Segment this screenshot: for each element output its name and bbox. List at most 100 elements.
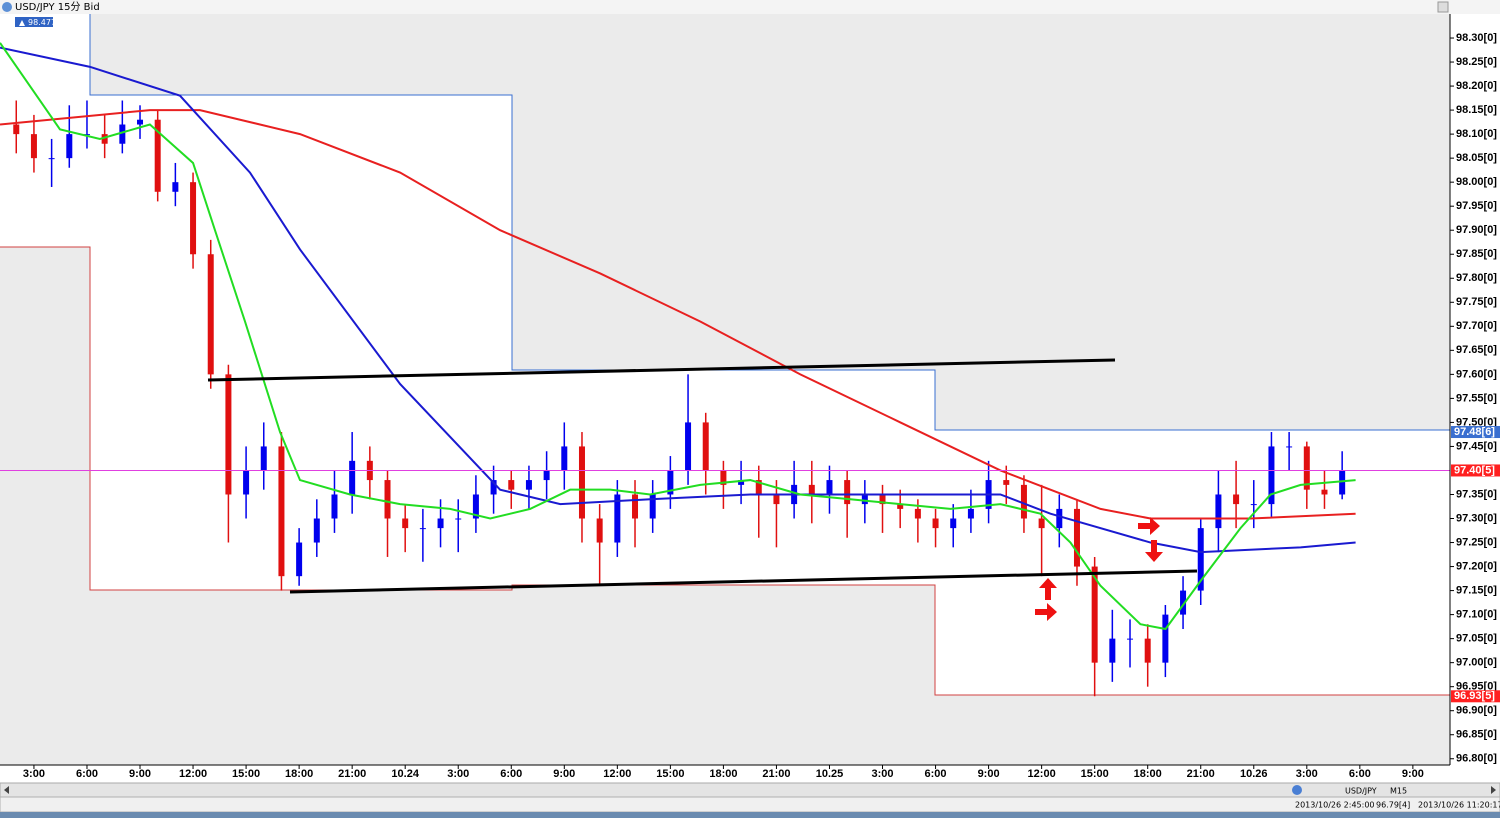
time-axis	[0, 765, 1500, 783]
candle-body	[525, 480, 532, 490]
x-tick-label: 12:00	[603, 768, 631, 780]
candle-body	[313, 518, 320, 543]
status-timeframe[interactable]: M15	[1390, 787, 1407, 796]
arrow-up	[1039, 578, 1057, 600]
candle-body	[190, 182, 197, 255]
candle-body	[861, 494, 868, 505]
candle-body	[490, 480, 497, 495]
candle-body	[1109, 638, 1116, 663]
candle-body	[738, 480, 745, 485]
x-tick-label: 18:00	[1134, 768, 1162, 780]
candle-body	[1233, 494, 1240, 505]
candle-body	[755, 480, 762, 495]
moving-average	[0, 42, 1356, 631]
x-tick-label: 18:00	[709, 768, 737, 780]
x-tick-label: 10.26	[1240, 768, 1268, 780]
candle-body	[914, 508, 921, 519]
x-tick-label: 12:00	[179, 768, 207, 780]
y-tick-label: 97.80[0]	[1456, 272, 1497, 284]
candle-body	[543, 470, 550, 481]
badge-icon	[19, 20, 25, 26]
candle-body	[66, 134, 73, 159]
candle-body	[331, 494, 338, 519]
y-tick-label: 97.15[0]	[1456, 584, 1497, 596]
price-marker	[1451, 690, 1500, 703]
candle-body	[879, 494, 886, 505]
y-tick-label: 96.90[0]	[1456, 705, 1497, 717]
window-title: USD/JPY 15分 Bid	[15, 1, 100, 13]
status-symbol[interactable]: USD/JPY	[1345, 787, 1377, 796]
y-tick-label: 98.15[0]	[1456, 104, 1497, 116]
x-tick-label: 3:00	[23, 768, 45, 780]
candle-body	[30, 134, 37, 159]
x-tick-label: 6:00	[925, 768, 947, 780]
status-server-time: 2013/10/26 11:20:17	[1418, 801, 1500, 810]
badge-text: 98.477	[28, 18, 56, 27]
y-tick-label: 97.85[0]	[1456, 248, 1497, 260]
x-tick-label: 3:00	[872, 768, 894, 780]
candle-body	[950, 518, 957, 529]
x-tick-label: 15:00	[232, 768, 260, 780]
candle-body	[1197, 528, 1204, 591]
x-tick-label: 15:00	[656, 768, 684, 780]
candle-body	[1056, 508, 1063, 529]
y-tick-label: 98.05[0]	[1456, 152, 1497, 164]
title-bar	[0, 0, 1500, 14]
x-tick-label: 10.24	[391, 768, 419, 780]
x-tick-label: 9:00	[978, 768, 1000, 780]
series-layer	[0, 42, 1450, 697]
y-tick-label: 97.70[0]	[1456, 320, 1497, 332]
status-icon[interactable]	[1292, 785, 1302, 795]
moving-average	[0, 109, 1356, 520]
arrow-right	[1138, 517, 1160, 535]
candle-body	[13, 124, 20, 135]
status-bar	[0, 796, 1500, 813]
candle-body	[260, 446, 267, 471]
status-cursor-price: 96.79[4]	[1376, 801, 1410, 810]
candle-body	[1180, 590, 1187, 615]
candle-body	[967, 508, 974, 519]
candle-body	[1144, 638, 1151, 663]
candle-body	[101, 134, 108, 144]
candle-body	[1091, 566, 1098, 663]
x-tick-label: 3:00	[447, 768, 469, 780]
badge	[15, 17, 53, 27]
arrow-down	[1145, 540, 1163, 562]
daily-high-steps	[89, 14, 1450, 431]
candle-body	[844, 480, 851, 505]
scrollbar[interactable]	[0, 782, 1500, 798]
y-tick-label: 97.75[0]	[1456, 296, 1497, 308]
candle-body	[632, 494, 639, 519]
candle-body	[596, 518, 603, 543]
y-tick-label: 97.60[0]	[1456, 368, 1497, 380]
y-tick-label: 96.95[0]	[1456, 681, 1497, 693]
y-tick-label: 98.30[0]	[1456, 32, 1497, 44]
x-tick-label: 6:00	[500, 768, 522, 780]
candle-body	[225, 374, 232, 495]
scroll-left[interactable]	[4, 786, 9, 794]
candle-body	[48, 158, 55, 160]
candle-body	[1073, 508, 1080, 567]
y-tick-label: 97.35[0]	[1456, 488, 1497, 500]
arrow-right	[1035, 603, 1057, 621]
candle-body	[1268, 446, 1275, 505]
candle-body	[1321, 489, 1328, 495]
price-marker	[1451, 426, 1500, 439]
scroll-button[interactable]	[1437, 1, 1449, 13]
candle-body	[137, 119, 144, 125]
y-tick-label: 97.30[0]	[1456, 512, 1497, 524]
candle-body	[172, 182, 179, 192]
candle-body	[1038, 518, 1045, 529]
candle-body	[243, 470, 250, 495]
y-tick-label: 97.10[0]	[1456, 609, 1497, 621]
y-tick-label: 96.80[0]	[1456, 753, 1497, 765]
candle-body	[667, 470, 674, 495]
x-tick-label: 15:00	[1081, 768, 1109, 780]
candle-body	[278, 446, 285, 577]
trendline-upper	[207, 358, 1116, 382]
scroll-right[interactable]	[1491, 786, 1496, 794]
y-tick-label: 97.05[0]	[1456, 633, 1497, 645]
candle-body	[1127, 638, 1134, 640]
y-tick-label: 97.20[0]	[1456, 560, 1497, 572]
y-tick-label: 98.10[0]	[1456, 128, 1497, 140]
